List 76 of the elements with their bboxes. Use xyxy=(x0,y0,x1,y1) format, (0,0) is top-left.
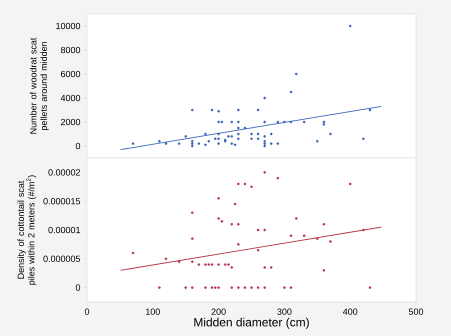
x-tick-label: 200 xyxy=(212,308,226,315)
point xyxy=(283,286,286,289)
point xyxy=(217,263,220,266)
point xyxy=(204,286,207,289)
y-tick-label: 2000 xyxy=(60,118,80,126)
y-tick-label: 0 xyxy=(76,284,80,291)
point xyxy=(263,171,266,174)
x-tick-label: 0 xyxy=(84,308,90,315)
x-tick-label: 300 xyxy=(277,308,292,315)
x-tick-label: 500 xyxy=(408,308,424,315)
point xyxy=(316,237,319,240)
point xyxy=(237,182,240,186)
point xyxy=(290,234,292,238)
point xyxy=(256,286,260,289)
point xyxy=(348,182,352,186)
x-tick-label: 100 xyxy=(146,308,160,315)
point xyxy=(164,258,168,260)
y-tick-label: 0.00002 xyxy=(48,169,80,176)
point xyxy=(329,240,332,243)
point xyxy=(322,269,326,272)
point xyxy=(294,217,298,220)
point xyxy=(132,252,134,254)
x-axis-title: Midden diameter (cm) xyxy=(194,318,309,329)
y-axis-title: Density of cottontail scat piles within 2 meters (#/m$^{2}$) xyxy=(17,175,36,285)
point xyxy=(322,222,326,226)
point xyxy=(237,222,240,226)
point xyxy=(256,228,260,232)
point xyxy=(230,222,234,226)
point xyxy=(190,211,194,214)
point xyxy=(184,286,187,289)
point xyxy=(263,228,266,232)
point xyxy=(190,286,194,289)
point xyxy=(158,286,161,289)
point xyxy=(224,263,226,266)
x-tick-label: 400 xyxy=(342,308,358,315)
point xyxy=(270,266,273,269)
point xyxy=(302,234,306,238)
point xyxy=(263,266,266,269)
point xyxy=(234,202,236,206)
point xyxy=(250,286,253,289)
point xyxy=(290,286,292,289)
point xyxy=(362,228,365,232)
point xyxy=(244,286,246,289)
point xyxy=(250,186,253,188)
point xyxy=(256,248,260,252)
point xyxy=(276,176,280,180)
point xyxy=(217,197,220,200)
point xyxy=(190,260,194,263)
point xyxy=(198,263,200,266)
y-tick-label: 4000 xyxy=(60,94,80,102)
point xyxy=(230,286,234,289)
point xyxy=(263,286,266,289)
point xyxy=(204,263,207,266)
y-tick-label: 8000 xyxy=(60,46,80,54)
y-tick-label: 0 xyxy=(76,142,80,150)
point xyxy=(220,220,224,223)
y-tick-label: 0.00001 xyxy=(48,226,80,234)
point xyxy=(210,263,214,266)
point xyxy=(227,263,230,266)
y-tick-label: 6000 xyxy=(60,70,80,78)
point xyxy=(237,286,240,289)
point xyxy=(190,237,194,240)
y-tick-label: 10000 xyxy=(56,22,80,30)
point xyxy=(178,260,180,263)
point xyxy=(210,286,214,289)
y-tick-label: 0.000015 xyxy=(43,198,80,204)
point xyxy=(214,286,217,289)
point xyxy=(237,243,240,246)
point xyxy=(217,286,220,289)
point xyxy=(217,217,220,220)
y-tick-label: 0.000005 xyxy=(43,256,80,262)
point xyxy=(368,286,372,289)
y-axis-title: Number of woodrat scat pellets around midden xyxy=(30,38,49,134)
point xyxy=(244,182,246,186)
point xyxy=(207,263,210,266)
point xyxy=(230,266,234,269)
